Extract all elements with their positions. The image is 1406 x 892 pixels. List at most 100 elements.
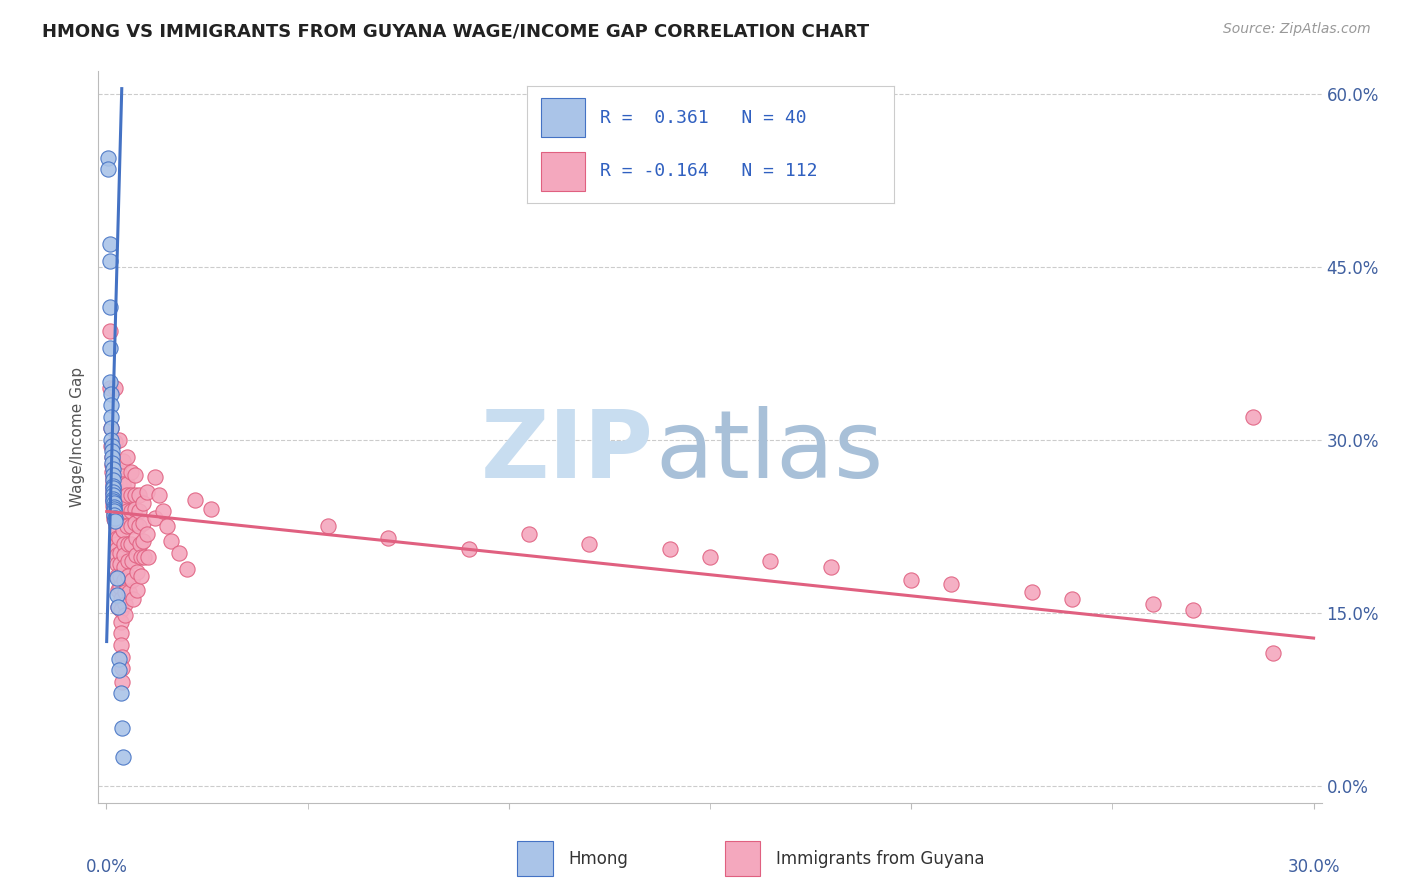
Point	[103, 495, 125, 509]
Point	[103, 506, 125, 520]
Point	[108, 558, 131, 572]
Point	[103, 499, 125, 513]
Point	[103, 488, 125, 502]
Point	[121, 591, 143, 606]
Point	[121, 554, 143, 568]
Point	[103, 511, 125, 525]
Point	[98, 324, 121, 338]
Point	[100, 439, 122, 453]
Point	[124, 502, 146, 516]
Point	[107, 599, 129, 614]
Point	[156, 519, 179, 533]
Point	[128, 519, 150, 533]
Point	[900, 574, 922, 588]
Point	[115, 476, 138, 491]
Point	[101, 467, 124, 482]
Point	[108, 581, 131, 595]
Point	[104, 476, 127, 491]
Point	[108, 569, 131, 583]
Point	[115, 488, 138, 502]
Point	[101, 462, 124, 476]
Point	[100, 409, 122, 424]
Bar	[725, 841, 761, 876]
Point	[143, 470, 166, 484]
Point	[98, 237, 121, 252]
Point	[103, 508, 125, 522]
Point	[117, 569, 139, 583]
Point	[101, 458, 124, 473]
Text: Immigrants from Guyana: Immigrants from Guyana	[776, 849, 984, 868]
Point	[100, 381, 122, 395]
Point	[124, 488, 146, 502]
Point	[110, 626, 132, 640]
Point	[108, 488, 131, 502]
Point	[121, 574, 143, 588]
Point	[136, 527, 159, 541]
Point	[104, 484, 127, 499]
Point	[105, 507, 128, 521]
Point	[101, 488, 124, 502]
Point	[1021, 585, 1043, 599]
Point	[111, 661, 134, 675]
Point	[105, 542, 128, 557]
Bar	[517, 841, 553, 876]
Point	[112, 511, 135, 525]
Point	[105, 525, 128, 540]
Point	[98, 254, 121, 268]
Point	[125, 548, 148, 562]
Point	[104, 467, 127, 482]
Point	[101, 484, 124, 499]
Point	[120, 504, 142, 518]
Point	[578, 536, 600, 550]
Point	[107, 652, 129, 666]
Point	[100, 439, 122, 453]
Point	[517, 527, 540, 541]
Point	[103, 500, 125, 514]
Point	[103, 508, 125, 523]
Point	[160, 534, 183, 549]
Point	[111, 649, 134, 664]
Point	[110, 615, 132, 629]
Point	[103, 514, 125, 528]
Point	[100, 398, 122, 412]
Point	[103, 504, 125, 518]
Point	[103, 512, 125, 526]
Point	[112, 574, 135, 588]
Point	[131, 496, 153, 510]
Text: atlas: atlas	[655, 406, 883, 498]
Text: Source: ZipAtlas.com: Source: ZipAtlas.com	[1223, 22, 1371, 37]
Point	[107, 433, 129, 447]
Point	[1142, 597, 1164, 611]
Point	[112, 523, 135, 537]
Point	[100, 341, 122, 355]
Point	[114, 597, 136, 611]
Point	[103, 491, 125, 506]
Point	[117, 519, 139, 533]
Point	[658, 542, 681, 557]
Point	[105, 536, 128, 550]
Point	[100, 421, 122, 435]
Point	[97, 162, 120, 177]
Point	[108, 511, 131, 525]
Point	[103, 435, 125, 450]
Point	[184, 492, 207, 507]
Point	[101, 456, 124, 470]
Point	[457, 542, 479, 557]
Point	[128, 488, 150, 502]
Y-axis label: Wage/Income Gap: Wage/Income Gap	[70, 367, 86, 508]
Point	[120, 465, 142, 479]
Point	[100, 387, 122, 401]
Point	[107, 476, 129, 491]
Point	[128, 504, 150, 518]
Point	[316, 519, 339, 533]
Point	[112, 559, 135, 574]
Point	[97, 151, 120, 165]
Point	[136, 550, 159, 565]
Point	[101, 450, 124, 465]
Point	[176, 562, 198, 576]
Point	[117, 585, 139, 599]
Point	[100, 376, 122, 390]
Point	[941, 577, 963, 591]
Point	[120, 488, 142, 502]
Point	[103, 491, 125, 506]
